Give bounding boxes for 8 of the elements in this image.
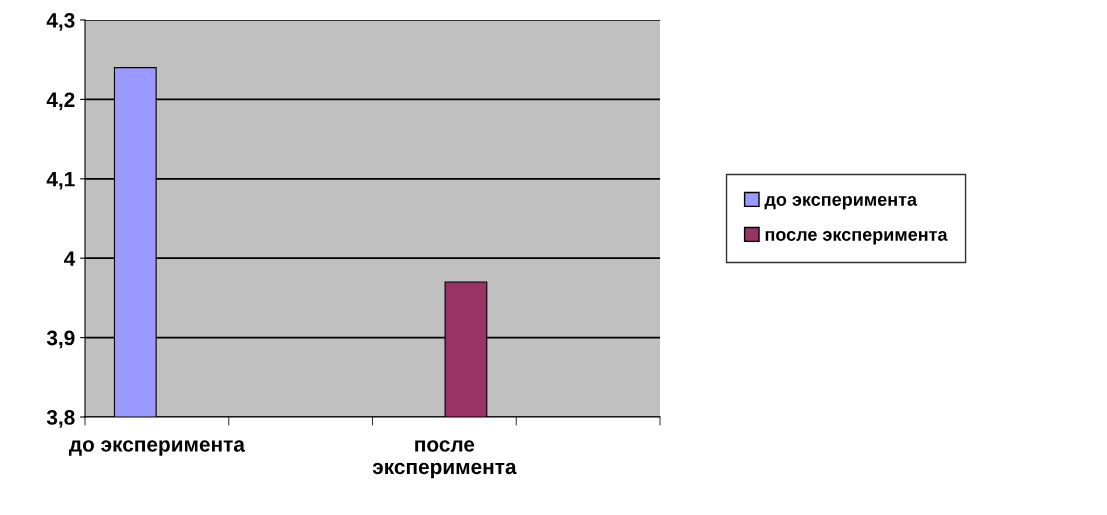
y-tick-label: 3,8 <box>46 410 75 428</box>
legend-label: до эксперимента <box>764 195 918 210</box>
legend-label: после эксперимента <box>765 230 948 245</box>
y-tick-label: 4,1 <box>46 172 75 190</box>
y-tick-label: 4,3 <box>46 13 75 31</box>
y-tick-label: 4,2 <box>46 92 75 111</box>
y-tick-label: 3,9 <box>46 330 75 349</box>
y-tick-label: 4 <box>64 251 76 266</box>
